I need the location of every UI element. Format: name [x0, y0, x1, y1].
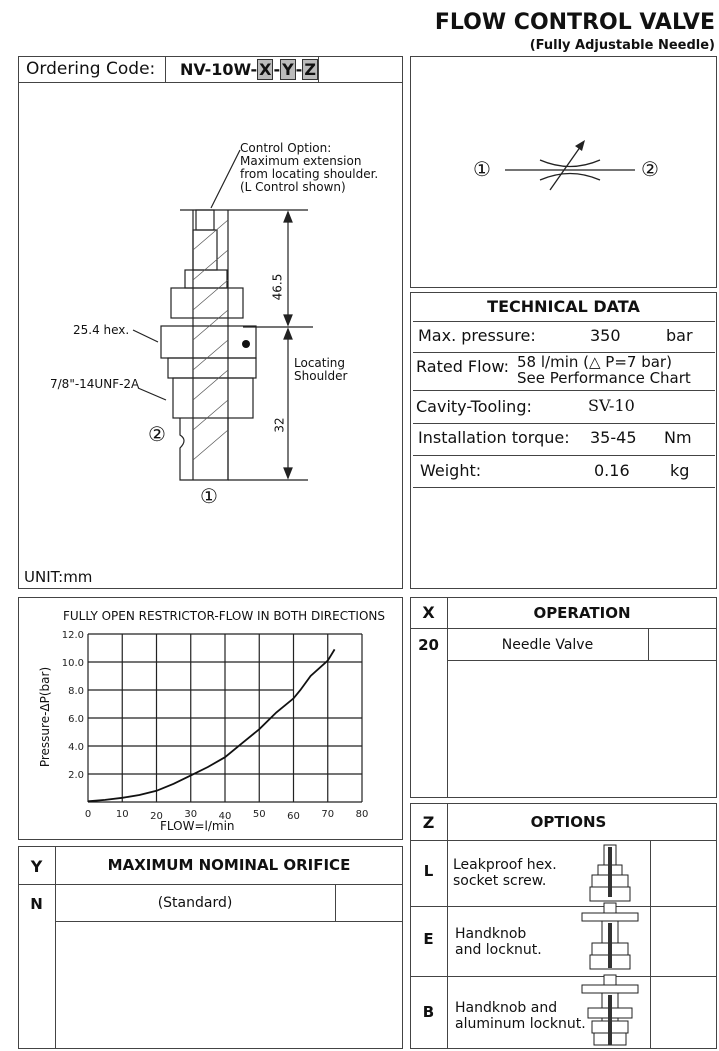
locating-shoulder-label: Locating Shoulder: [294, 356, 348, 383]
technical-data-title: TECHNICAL DATA: [487, 297, 640, 316]
option-drawings: [581, 844, 639, 1046]
operation-code: 20: [418, 636, 439, 654]
rated-flow-value: 58 l/min (△ P=7 bar) See Performance Char…: [517, 353, 691, 387]
y-tick-label: 12.0: [62, 630, 84, 641]
orifice-label: (Standard): [157, 895, 233, 911]
x-tick-label: 80: [356, 809, 369, 820]
operation-title: OPERATION: [533, 604, 631, 622]
x-tick-label: 10: [116, 809, 129, 820]
y-tick-label: 10.0: [62, 658, 84, 669]
performance-chart-panel: [18, 597, 403, 840]
x-tick-label: 40: [219, 811, 232, 822]
option-l-code: L: [423, 862, 434, 880]
option-b-label: Handknob and aluminum locknut.: [455, 1000, 586, 1032]
hydraulic-symbol-panel: [410, 56, 717, 288]
drawing-panel: [18, 56, 403, 589]
x-tick-label: 20: [150, 811, 163, 822]
orifice-panel: [18, 846, 403, 1049]
chart-title: FULLY OPEN RESTRICTOR-FLOW IN BOTH DIREC…: [63, 609, 385, 623]
chart-xlabel: FLOW=l/min: [160, 819, 235, 833]
torque-value: 35-45: [590, 428, 637, 447]
port-2-label: ②: [148, 422, 166, 446]
y-tick-label: 2.0: [68, 770, 84, 781]
max-pressure-label: Max. pressure:: [418, 326, 536, 345]
x-tick-label: 70: [321, 809, 334, 820]
hex-size-label: 25.4 hex.: [73, 323, 130, 337]
thread-label: 7/8"-14UNF-2A: [50, 377, 140, 391]
y-tick-label: 4.0: [68, 742, 84, 753]
torque-label: Installation torque:: [418, 428, 570, 447]
symbol-port-2: ②: [641, 157, 659, 181]
weight-unit: kg: [670, 461, 690, 480]
x-tick-label: 30: [184, 809, 197, 820]
options-panel: [410, 803, 717, 1049]
torque-unit: Nm: [664, 428, 692, 447]
cavity-tooling-value: SV-10: [588, 396, 635, 415]
operation-col-header: X: [422, 603, 435, 622]
pressure-flow-curve: [87, 648, 336, 803]
x-tick-label: 50: [253, 809, 266, 820]
option-e-label: Handknob and locknut.: [455, 926, 542, 958]
orifice-code: N: [30, 895, 43, 913]
valve-cross-section-drawing: [132, 149, 313, 481]
operation-panel: [410, 597, 717, 798]
port-1-label: ①: [200, 484, 218, 508]
option-l-label: Leakproof hex. socket screw.: [453, 857, 557, 889]
max-pressure-value: 350: [590, 326, 621, 345]
options-col-header: Z: [422, 813, 435, 832]
option-e-code: E: [423, 930, 434, 948]
adjustable-restrictor-symbol: [505, 140, 635, 191]
weight-value: 0.16: [594, 461, 630, 480]
options-title: OPTIONS: [530, 813, 607, 831]
ordering-code: NV-10W- X - Y - Z: [180, 59, 318, 80]
x-tick-label: 0: [85, 809, 91, 820]
ordering-code-label: Ordering Code:: [26, 59, 156, 79]
max-pressure-unit: bar: [666, 326, 693, 345]
orifice-title: MAXIMUM NOMINAL ORIFICE: [107, 856, 351, 874]
page-title: FLOW CONTROL VALVE: [434, 10, 715, 35]
x-tick-label: 60: [287, 811, 300, 822]
cavity-tooling-label: Cavity-Tooling:: [416, 397, 532, 416]
rated-flow-label: Rated Flow:: [416, 357, 509, 376]
operation-label: Needle Valve: [501, 637, 594, 653]
technical-data-panel: [410, 292, 717, 589]
option-b-code: B: [422, 1003, 435, 1021]
weight-label: Weight:: [420, 461, 482, 480]
orifice-col-header: Y: [30, 857, 43, 876]
symbol-port-1: ①: [473, 157, 491, 181]
page-subtitle: (Fully Adjustable Needle): [529, 38, 715, 53]
y-tick-label: 6.0: [68, 714, 84, 725]
unit-label: UNIT:mm: [24, 568, 93, 586]
y-tick-label: 8.0: [68, 686, 84, 697]
control-option-note: Control Option: Maximum extension from loc…: [240, 141, 379, 194]
